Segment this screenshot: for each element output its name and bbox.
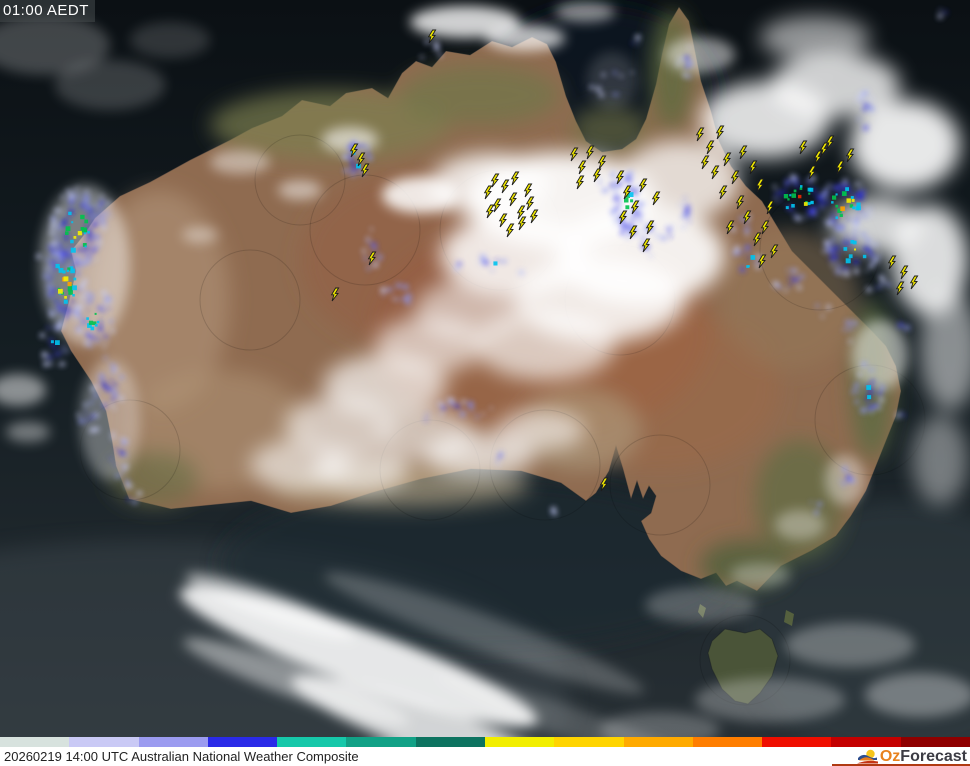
colorbar-segment [138,737,208,747]
colorbar-segment [692,737,763,747]
colorbar-segment [69,737,139,747]
logo-text-oz: Oz [879,748,901,765]
colorbar-segment [207,737,278,747]
colorbar-segment [277,737,347,747]
colorbar-segment [0,737,70,747]
colorbar-segment [900,737,970,747]
radar-echoes-sharp [50,150,872,400]
local-time-label: 01:00 AEDT [0,0,95,22]
colorbar-segment [415,737,485,747]
uluru-sun-icon [856,749,878,763]
colorbar-segment [346,737,416,747]
intensity-colorbar [0,737,970,747]
logo-text-forecast: Forecast [900,748,967,765]
logo-underline [832,764,970,766]
colorbar-segment [623,737,693,747]
composite-caption: 20260219 14:00 UTC Australian National W… [4,749,359,764]
colorbar-segment [484,737,555,747]
flinders-island [784,610,794,626]
colorbar-segment [554,737,624,747]
colorbar-segment [762,737,832,747]
colorbar-segment [831,737,901,747]
ozforecast-logo[interactable]: OzForecast [856,747,967,766]
footer-bar: 20260219 14:00 UTC Australian National W… [0,747,970,766]
